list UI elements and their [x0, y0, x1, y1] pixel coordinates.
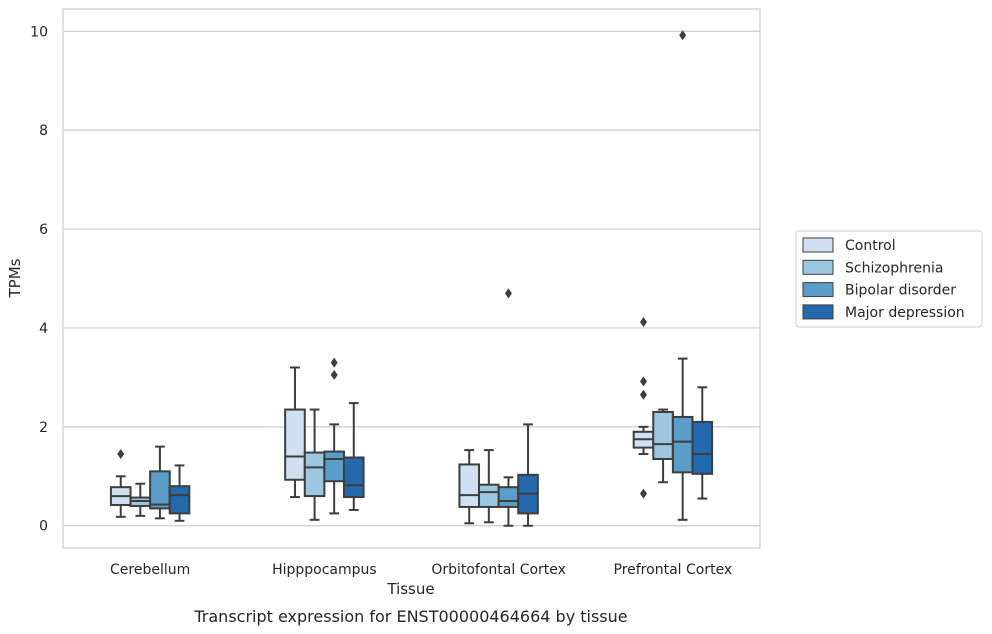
box-iqr — [149, 470, 171, 510]
x-tick-label: Hipppocampus — [272, 562, 377, 578]
x-tick-label: Orbitofontal Cortex — [431, 562, 566, 578]
box — [342, 402, 365, 511]
box-iqr — [458, 463, 481, 508]
legend-swatch — [802, 282, 834, 298]
y-axis-ticks: 0 2 4 6 8 10 — [30, 24, 48, 534]
x-tick-label: Prefrontal Cortex — [614, 562, 733, 578]
box-iqr — [691, 420, 714, 475]
box-iqr — [342, 456, 365, 499]
y-tick-label: 8 — [39, 123, 48, 139]
box — [458, 449, 481, 525]
legend: Control Schizophrenia Bipolar disorder Majo… — [795, 230, 983, 328]
gridlines — [63, 30, 760, 527]
box-iqr — [303, 451, 326, 498]
box-iqr — [478, 483, 500, 508]
box — [691, 386, 714, 500]
box-iqr — [168, 485, 191, 515]
x-tick-label: Cerebellum — [110, 562, 190, 578]
legend-swatch — [802, 259, 834, 275]
x-axis-label: Tissue — [386, 580, 434, 598]
outlier-point — [639, 488, 647, 499]
box — [478, 449, 500, 524]
box — [323, 357, 345, 515]
outlier-point — [330, 369, 338, 380]
y-tick-label: 6 — [39, 222, 48, 238]
box — [129, 482, 152, 517]
chart-caption: Transcript expression for ENST0000046466… — [193, 607, 627, 626]
y-axis-label: TPMs — [6, 258, 24, 298]
outlier-point — [504, 288, 512, 299]
plot-area — [62, 8, 761, 549]
y-tick-label: 10 — [30, 24, 48, 40]
outlier-point — [679, 30, 687, 41]
legend-swatch — [802, 304, 834, 320]
box — [284, 366, 306, 499]
y-tick-label: 2 — [39, 420, 48, 436]
legend-swatch — [802, 237, 834, 253]
box — [497, 288, 520, 527]
outlier-point — [639, 389, 647, 400]
box-iqr — [671, 415, 694, 474]
x-axis-ticks: Cerebellum Hipppocampus Orbitofontal Corte… — [110, 562, 732, 578]
outlier-point — [639, 317, 647, 328]
box — [517, 423, 539, 527]
legend-label: Control — [845, 238, 896, 254]
legend-label: Schizophrenia — [845, 260, 943, 276]
outlier-point — [117, 449, 125, 460]
box — [652, 408, 674, 484]
outlier-point — [330, 357, 338, 368]
box — [168, 464, 191, 522]
outlier-point — [639, 376, 647, 387]
box-iqr — [652, 411, 674, 460]
y-tick-label: 4 — [39, 321, 48, 337]
legend-frame — [795, 230, 983, 328]
y-tick-label: 0 — [39, 519, 48, 535]
box-groups — [109, 30, 714, 527]
box-iqr — [284, 408, 306, 481]
legend-label: Major depression — [845, 305, 965, 321]
legend-label: Bipolar disorder — [845, 283, 956, 299]
box-iqr — [323, 450, 345, 483]
box — [109, 449, 132, 518]
box-iqr — [497, 486, 520, 508]
